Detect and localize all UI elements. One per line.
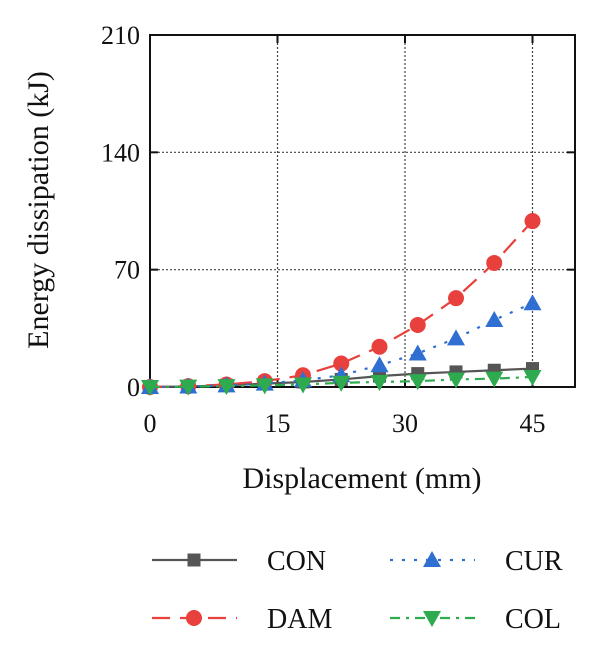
data-point-col: [179, 379, 198, 396]
data-point-col: [523, 369, 542, 386]
data-point-dam: [333, 355, 350, 372]
legend-marker-cur: [423, 551, 441, 567]
data-point-col: [408, 374, 427, 391]
data-point-col: [485, 371, 504, 388]
data-point-dam: [371, 338, 388, 355]
data-point-cur: [485, 310, 504, 327]
y-tick-label: 70: [114, 256, 140, 285]
data-point-cur: [370, 356, 389, 373]
series-col: [141, 369, 542, 396]
legend-item-dam: DAM: [152, 604, 332, 635]
legend-marker-dam: [186, 610, 202, 626]
data-point-col: [332, 375, 351, 392]
legend-marker-col: [423, 611, 441, 627]
data-point-col: [141, 380, 159, 396]
legend-label-cur: CUR: [505, 546, 563, 577]
x-tick-label: 0: [144, 409, 157, 438]
data-point-cur: [447, 329, 465, 346]
legend-label-col: COL: [505, 604, 561, 635]
x-axis-label: Displacement (mm): [242, 462, 481, 495]
legend-item-col: COL: [390, 604, 561, 635]
data-point-col: [294, 377, 312, 394]
data-point-col: [255, 378, 274, 395]
legend-item-con: CON: [152, 546, 326, 577]
legend-label-con: CON: [267, 546, 326, 577]
series-line-dam: [149, 220, 534, 389]
x-tick-label: 45: [520, 409, 546, 438]
data-point-col: [370, 374, 389, 391]
x-tick-label: 30: [392, 409, 418, 438]
data-point-dam: [524, 213, 541, 230]
legend-item-cur: CUR: [390, 546, 563, 577]
data-point-dam: [409, 316, 426, 333]
legend-marker-con: [187, 553, 201, 567]
data-point-cur: [523, 294, 542, 311]
data-point-dam: [486, 254, 503, 271]
data-point-col: [217, 379, 236, 396]
series-layer: [141, 213, 542, 396]
x-tick-label: 15: [265, 409, 291, 438]
data-point-col: [447, 372, 465, 389]
y-tick-label: 140: [101, 138, 140, 167]
data-point-dam: [448, 290, 464, 307]
plot-frame: [149, 34, 576, 388]
legend-label-dam: DAM: [267, 604, 332, 635]
y-tick-label: 0: [127, 373, 140, 402]
y-tick-label: 210: [101, 21, 140, 50]
series-line-cur: [149, 302, 533, 389]
legend: CON CUR DAM COL: [152, 546, 563, 635]
data-point-cur: [408, 344, 427, 361]
grid-lines: [150, 35, 575, 387]
y-axis-label: Energy dissipation (kJ): [22, 71, 55, 349]
